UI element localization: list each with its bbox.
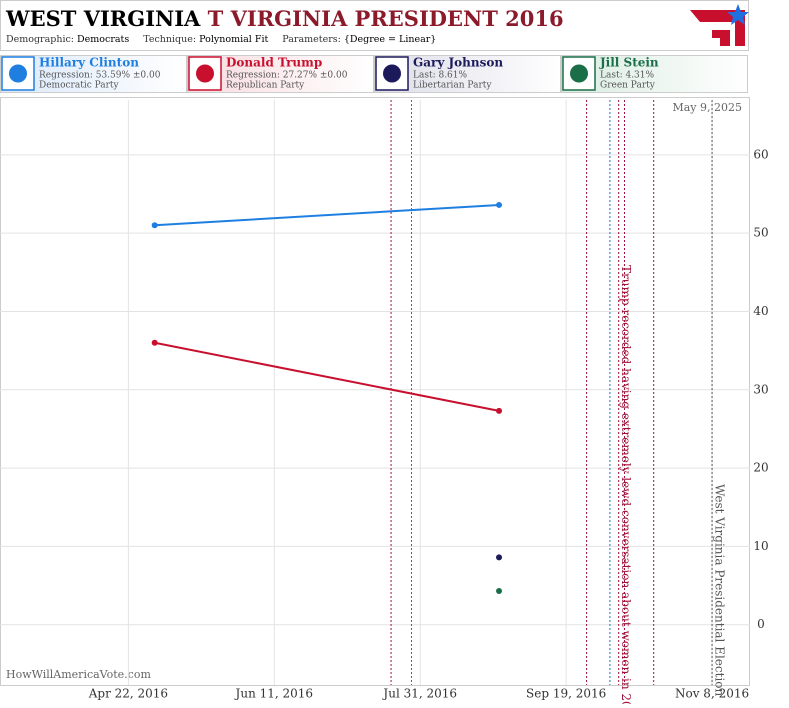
legend-name: Hillary Clinton (39, 56, 139, 70)
y-tick-label: 40 (753, 304, 768, 318)
header-box (0, 0, 749, 51)
y-tick-label: 20 (753, 461, 768, 475)
data-point (151, 339, 158, 346)
data-point (496, 407, 503, 414)
parameter: Technique: Polynomial Fit (143, 34, 268, 45)
legend-line: Last: 8.61% (413, 71, 468, 81)
parameters: Demographic: Democrats Technique: Polynom… (6, 34, 436, 45)
legend-name: Gary Johnson (413, 56, 503, 70)
data-point (151, 222, 158, 229)
title: WEST VIRGINIA (5, 6, 201, 31)
legend-line: Regression: 53.59% ±0.00 (39, 71, 161, 81)
legend-line: Green Party (600, 81, 656, 91)
parameter-value: Democrats (77, 34, 129, 45)
y-tick-label: 0 (757, 617, 765, 631)
parameter: Parameters: {Degree = Linear} (282, 34, 436, 45)
data-point (496, 554, 503, 561)
parameter: Demographic: Democrats (6, 34, 129, 45)
plot-area (0, 97, 750, 686)
event-label: West Virginia Presidential Election (713, 484, 727, 697)
legend-icon-mark (196, 64, 214, 83)
parameter-label: Demographic: (6, 34, 74, 45)
chart-title: WEST VIRGINIA T VIRGINIA PRESIDENT 2016 (5, 6, 564, 31)
legend-line: Republican Party (226, 81, 305, 91)
y-tick-label: 10 (753, 539, 768, 553)
parameter-value: {Degree = Linear} (344, 34, 437, 45)
x-tick-label: Jul 31, 2016 (381, 687, 457, 701)
x-tick-label: Apr 22, 2016 (88, 687, 168, 701)
data-point (496, 588, 503, 595)
legend-icon-mark (383, 64, 401, 83)
legend-icon-mark (570, 64, 588, 83)
date-stamp: May 9, 2025 (672, 101, 742, 114)
legend-line: Libertarian Party (413, 81, 492, 91)
x-tick-label: Jun 11, 2016 (234, 687, 314, 701)
y-tick-label: 50 (753, 226, 768, 240)
source: HowWillAmericaVote.com (6, 668, 151, 681)
parameter-label: Parameters: (282, 34, 341, 45)
legend-line: Democratic Party (39, 81, 120, 91)
title-suffix: T VIRGINIA PRESIDENT 2016 (208, 6, 564, 31)
series-line (154, 203, 500, 227)
parameter-value: Polynomial Fit (199, 34, 268, 45)
logo (690, 4, 749, 46)
data-point (496, 201, 503, 208)
y-tick-label: 30 (753, 382, 768, 396)
parameter-label: Technique: (143, 34, 196, 45)
legend-icon-mark (9, 64, 27, 83)
event-label: Trump recorded having extremely lewd con… (619, 265, 633, 704)
y-tick-label: 60 (753, 147, 768, 161)
x-tick-label: Sep 19, 2016 (526, 687, 606, 701)
legend-line: Regression: 27.27% ±0.00 (226, 71, 348, 81)
legend-line: Last: 4.31% (600, 71, 655, 81)
series-line (154, 341, 500, 412)
legend-name: Jill Stein (599, 56, 659, 70)
x-tick-label: Nov 8, 2016 (675, 687, 749, 701)
legend-name: Donald Trump (226, 56, 322, 70)
